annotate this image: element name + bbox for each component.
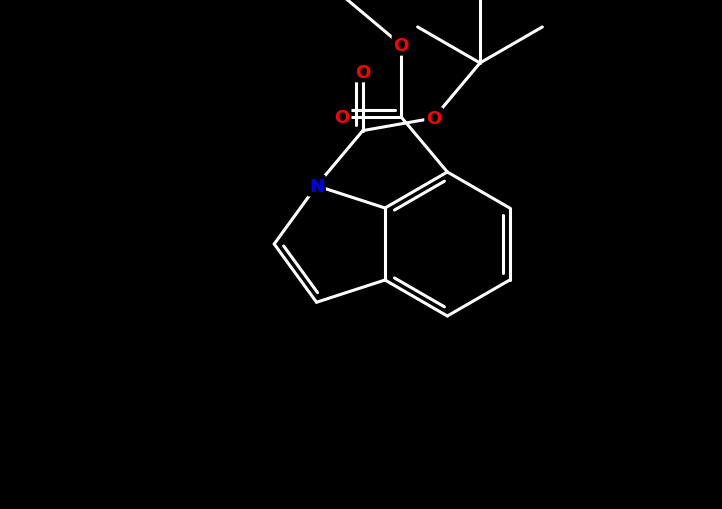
Text: O: O bbox=[393, 37, 409, 55]
Text: N: N bbox=[309, 178, 324, 195]
Text: O: O bbox=[355, 64, 370, 81]
Text: O: O bbox=[334, 108, 349, 127]
Text: O: O bbox=[426, 110, 441, 128]
